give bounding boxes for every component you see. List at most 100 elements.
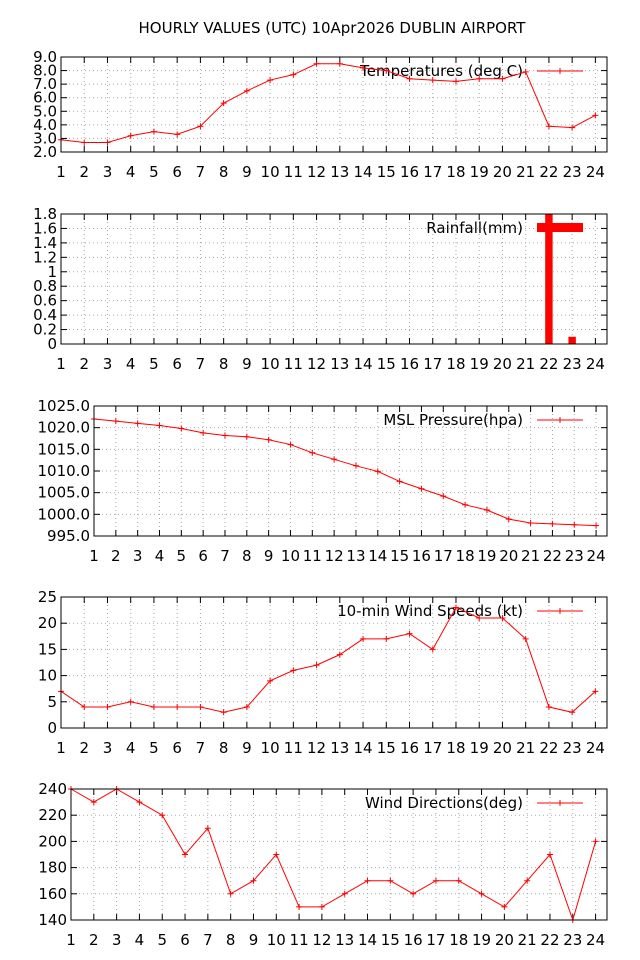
data-point bbox=[331, 456, 338, 463]
x-tick-label: 2 bbox=[111, 547, 121, 565]
y-tick-label: 180 bbox=[38, 859, 67, 877]
data-point bbox=[156, 422, 163, 429]
legend-label: 10-min Wind Speeds (kt) bbox=[337, 602, 523, 620]
plot-frame bbox=[60, 596, 608, 729]
data-point bbox=[462, 501, 469, 508]
x-tick-label: 10 bbox=[281, 547, 300, 565]
x-tick-label: 5 bbox=[149, 739, 159, 757]
x-tick-label: 3 bbox=[133, 547, 143, 565]
data-point bbox=[383, 67, 390, 74]
x-tick-label: 20 bbox=[493, 739, 512, 757]
x-tick-label: 22 bbox=[543, 547, 562, 565]
y-tick-label: 0.4 bbox=[33, 306, 57, 324]
x-tick-label: 16 bbox=[412, 547, 431, 565]
x-tick-label: 6 bbox=[172, 163, 182, 181]
x-tick-label: 14 bbox=[353, 739, 372, 757]
data-point bbox=[221, 432, 228, 439]
data-point bbox=[90, 799, 97, 806]
data-point bbox=[483, 507, 490, 513]
x-tick-label: 12 bbox=[307, 739, 326, 757]
y-tick-label: 9.0 bbox=[33, 48, 57, 66]
x-tick-label: 17 bbox=[434, 547, 453, 565]
legend-marker bbox=[557, 608, 563, 614]
data-point bbox=[127, 132, 134, 139]
x-tick-label: 23 bbox=[563, 355, 582, 373]
x-tick-label: 3 bbox=[103, 739, 113, 757]
x-tick-label: 5 bbox=[157, 931, 167, 949]
x-tick-label: 12 bbox=[312, 931, 331, 949]
x-tick-label: 20 bbox=[495, 931, 514, 949]
x-tick-label: 3 bbox=[103, 355, 113, 373]
data-point bbox=[159, 812, 166, 819]
data-point bbox=[592, 112, 599, 119]
legend-marker bbox=[557, 68, 563, 74]
x-tick-label: 14 bbox=[358, 931, 377, 949]
data-point bbox=[150, 704, 157, 711]
data-point bbox=[134, 420, 141, 427]
data-point bbox=[522, 635, 529, 642]
x-tick-label: 1 bbox=[56, 163, 66, 181]
data-point bbox=[104, 704, 111, 711]
data-point bbox=[522, 68, 529, 75]
data-point bbox=[287, 441, 294, 448]
data-point bbox=[505, 516, 512, 523]
x-tick-label: 4 bbox=[155, 547, 165, 565]
x-tick-label: 15 bbox=[377, 355, 396, 373]
x-tick-label: 1 bbox=[66, 931, 76, 949]
x-tick-label: 21 bbox=[521, 547, 540, 565]
data-point bbox=[499, 614, 506, 621]
x-tick-label: 10 bbox=[261, 355, 280, 373]
x-tick-label: 3 bbox=[103, 163, 113, 181]
data-point bbox=[374, 468, 381, 475]
x-tick-label: 21 bbox=[516, 163, 535, 181]
x-tick-label: 22 bbox=[539, 739, 558, 757]
x-tick-label: 8 bbox=[219, 355, 229, 373]
page-title: HOURLY VALUES (UTC) 10Apr2026 DUBLIN AIR… bbox=[139, 19, 527, 37]
data-point bbox=[387, 877, 394, 884]
y-tick-label: 2.0 bbox=[33, 143, 57, 161]
x-tick-label: 24 bbox=[586, 931, 605, 949]
x-tick-label: 11 bbox=[290, 931, 309, 949]
data-point bbox=[545, 123, 552, 130]
x-tick-label: 3 bbox=[112, 931, 122, 949]
data-point bbox=[104, 139, 111, 146]
data-point bbox=[127, 698, 134, 705]
data-point bbox=[592, 838, 599, 845]
data-point bbox=[336, 60, 343, 67]
x-tick-label: 11 bbox=[284, 739, 303, 757]
y-tick-label: 995.0 bbox=[47, 527, 90, 545]
data-point bbox=[182, 851, 189, 858]
data-point bbox=[174, 131, 181, 138]
data-point bbox=[569, 124, 576, 131]
x-tick-label: 18 bbox=[446, 739, 465, 757]
legend-label: Wind Directions(deg) bbox=[365, 794, 523, 812]
y-tick-label: 1.4 bbox=[33, 234, 57, 252]
data-point bbox=[418, 485, 425, 492]
y-tick-label: 1015.0 bbox=[38, 440, 91, 458]
y-tick-label: 6.0 bbox=[33, 89, 57, 107]
data-point bbox=[360, 635, 367, 642]
legend-swatch bbox=[537, 223, 583, 232]
y-tick-label: 200 bbox=[38, 832, 67, 850]
x-tick-label: 15 bbox=[377, 163, 396, 181]
data-point bbox=[360, 64, 367, 71]
x-tick-label: 10 bbox=[261, 163, 280, 181]
legend-label: Rainfall(mm) bbox=[426, 219, 523, 237]
x-tick-label: 16 bbox=[404, 931, 423, 949]
y-tick-label: 0.2 bbox=[33, 321, 57, 339]
data-point bbox=[197, 123, 204, 130]
x-tick-label: 6 bbox=[198, 547, 208, 565]
chart-panel-1: 2.03.04.05.06.07.08.09.01 2 3 4 5 6 7 8 9 10 11 12 1… bbox=[33, 48, 608, 181]
x-tick-label: 20 bbox=[493, 355, 512, 373]
data-point bbox=[309, 449, 316, 456]
y-tick-label: 0.6 bbox=[33, 292, 57, 310]
x-tick-label: 20 bbox=[493, 163, 512, 181]
data-point bbox=[476, 614, 483, 621]
data-point bbox=[318, 903, 325, 910]
x-tick-label: 6 bbox=[172, 355, 182, 373]
y-tick-label: 1020.0 bbox=[38, 419, 91, 437]
series-line bbox=[60, 606, 596, 713]
data-point bbox=[440, 493, 447, 500]
y-tick-label: 1.8 bbox=[33, 205, 57, 223]
